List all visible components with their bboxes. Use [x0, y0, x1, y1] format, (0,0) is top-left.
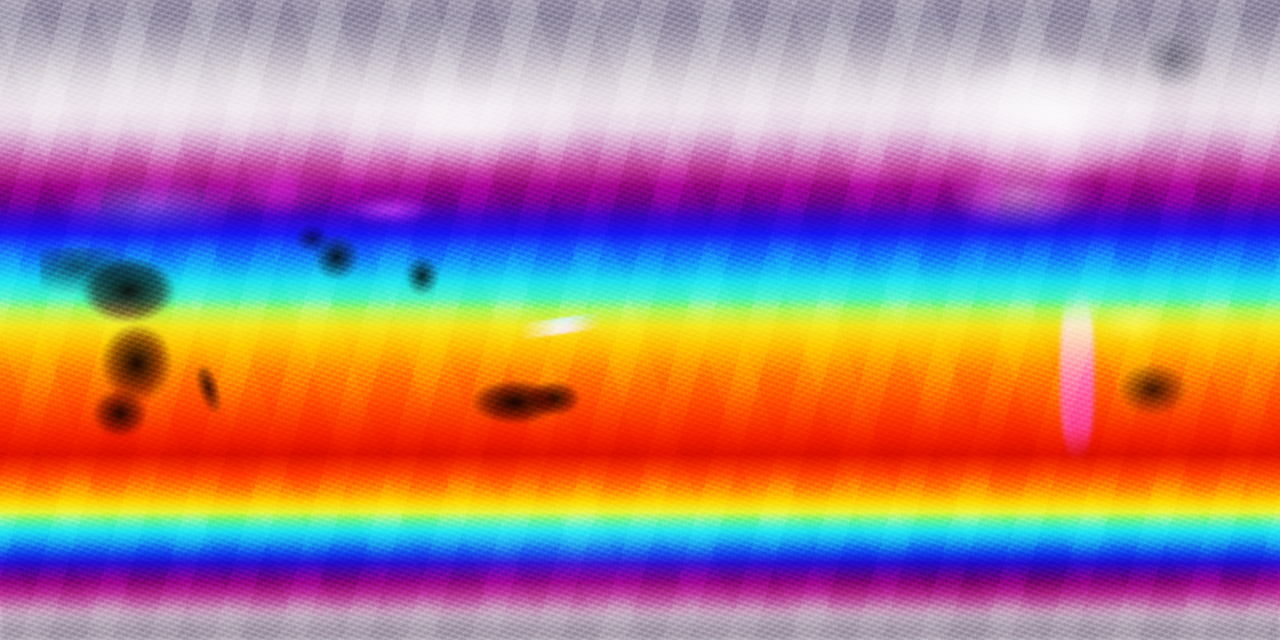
landmass-indochina [388, 238, 450, 314]
landmass-india [296, 222, 384, 306]
landmass-greenland [1125, 18, 1221, 100]
landmass-andes [1060, 286, 1094, 458]
landmass-australia [455, 366, 605, 452]
region-amazon-basin [1090, 292, 1176, 352]
landmass-antarctica [0, 540, 1280, 640]
